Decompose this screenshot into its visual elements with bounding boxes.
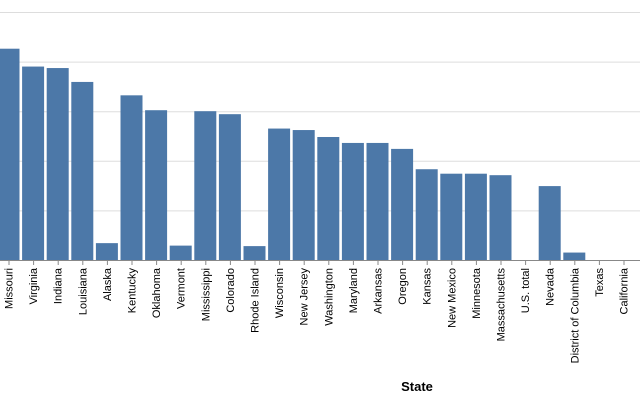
x-tick-label: Minnesota [471,267,483,319]
x-tick-label: District of Columbia [569,267,581,363]
x-tick-label: Virginia [28,267,40,304]
bar [415,169,438,260]
bar [489,175,512,260]
x-tick-label: Massachusetts [496,268,508,342]
x-tick-label: Washington [323,268,335,326]
x-tick-label: Oregon [397,268,409,305]
bar [317,136,340,260]
x-tick-label: Missouri [4,268,16,309]
bars [0,48,586,261]
x-tick-label: Nevada [545,267,557,306]
bar [71,81,94,260]
x-tick-label: Kansas [422,268,434,305]
bar [464,173,487,260]
x-tick-label: Colorado [225,268,237,313]
bar [218,114,241,261]
bar [95,243,118,260]
x-tick-label: Louisiana [77,267,89,315]
bar [145,110,168,260]
bar [538,186,561,260]
x-tick-label: Kentucky [127,268,139,314]
bar [22,66,45,260]
x-axis-title: State [401,379,433,394]
bar [440,173,463,260]
bar [46,68,69,260]
x-tick-label: Alaska [102,267,114,301]
bar [391,148,414,260]
bar [243,246,266,260]
x-tick-label: Vermont [176,268,188,309]
x-tick-label: California [619,267,631,314]
bar [0,48,20,261]
bar [292,130,315,260]
x-tick-label: Maryland [348,268,360,313]
x-tick-label: New Mexico [446,268,458,328]
x-axis: Missouri Virginia Indiana Louisiana Alaska Ke… [4,260,631,363]
x-tick-label: Texas [594,268,606,297]
x-tick-label: Arkansas [373,268,385,314]
bar [169,245,192,260]
x-tick-label: Indiana [53,267,65,304]
bar [194,111,217,260]
bar [341,142,364,260]
x-tick-label: Rhode Island [250,268,262,333]
bar [268,128,291,260]
x-tick-label: U.S. total [520,268,532,313]
bar [563,252,586,260]
x-tick-label: Oklahoma [151,267,163,318]
bar [366,142,389,260]
x-tick-label: Mississippi [200,268,212,321]
x-tick-label: New Jersey [299,268,311,326]
x-tick-label: Wisconsin [274,268,286,318]
bar [120,95,143,260]
